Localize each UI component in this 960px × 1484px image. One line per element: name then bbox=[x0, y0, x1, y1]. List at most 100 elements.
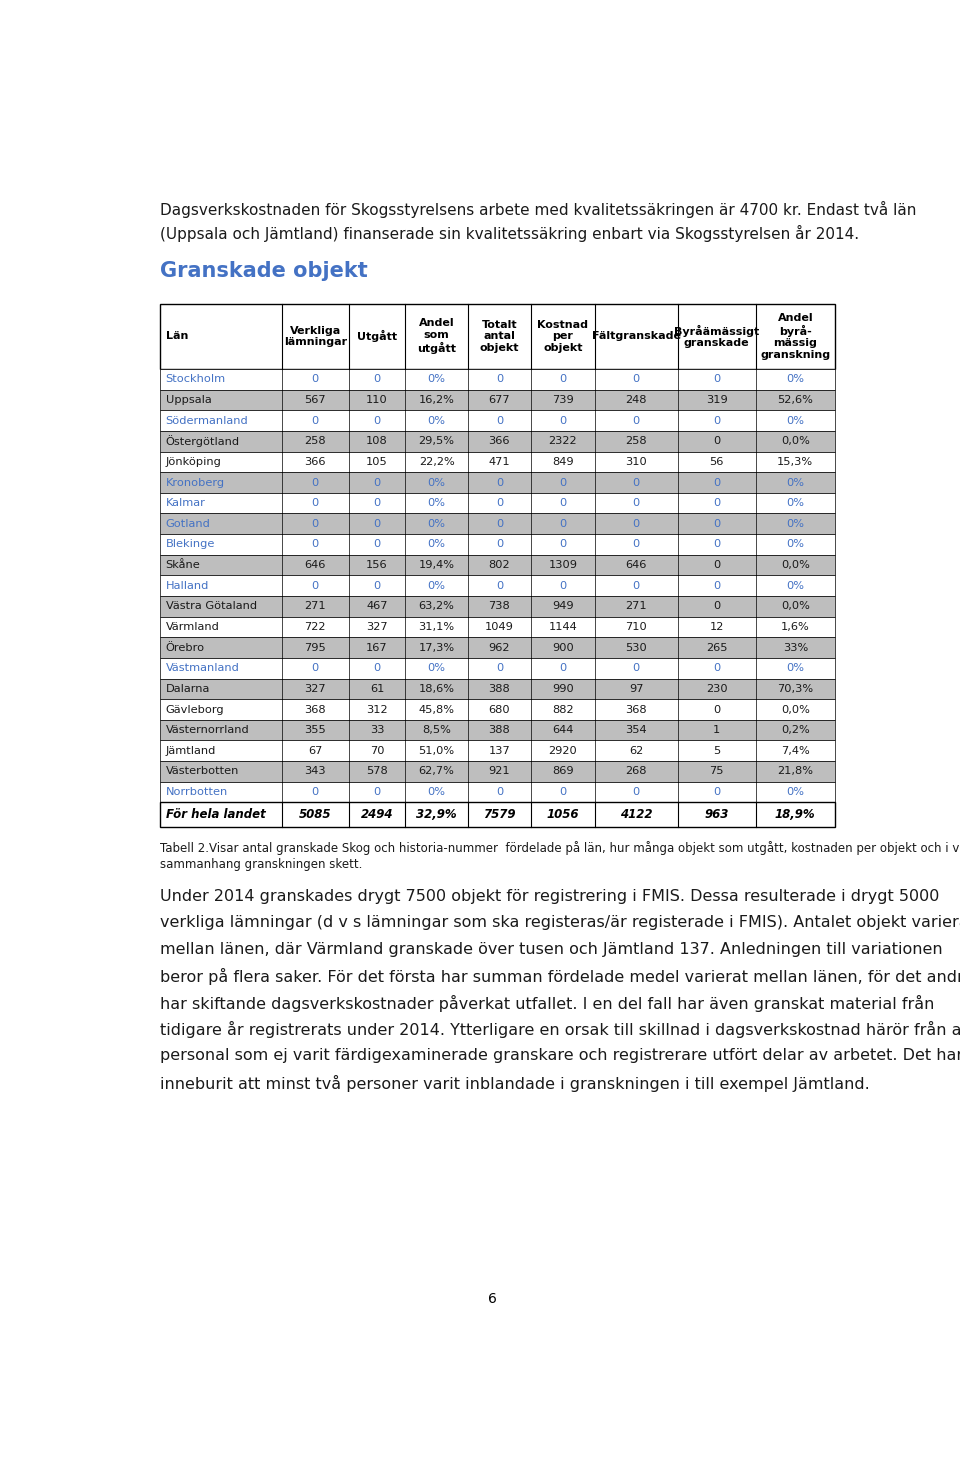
Text: 0,0%: 0,0% bbox=[780, 705, 809, 714]
Text: 61: 61 bbox=[370, 684, 384, 695]
Text: Kalmar: Kalmar bbox=[166, 499, 205, 508]
Bar bbox=[160, 370, 834, 390]
Text: Blekinge: Blekinge bbox=[166, 540, 215, 549]
Text: 1309: 1309 bbox=[548, 559, 578, 570]
Text: Gotland: Gotland bbox=[166, 519, 210, 528]
Bar bbox=[160, 782, 834, 803]
Text: 5: 5 bbox=[713, 746, 720, 755]
Text: 0: 0 bbox=[312, 478, 319, 488]
Text: 51,0%: 51,0% bbox=[419, 746, 455, 755]
Text: 0: 0 bbox=[312, 374, 319, 384]
Text: 0,0%: 0,0% bbox=[780, 436, 809, 447]
Text: 0: 0 bbox=[633, 478, 640, 488]
Text: 0: 0 bbox=[713, 416, 720, 426]
Text: 22,2%: 22,2% bbox=[419, 457, 454, 467]
Bar bbox=[160, 451, 834, 472]
Text: Kronoberg: Kronoberg bbox=[166, 478, 225, 488]
Text: 0: 0 bbox=[633, 499, 640, 508]
Text: 0: 0 bbox=[560, 787, 566, 797]
Text: 0: 0 bbox=[312, 540, 319, 549]
Text: 680: 680 bbox=[489, 705, 510, 714]
Text: 33: 33 bbox=[370, 726, 384, 735]
Text: 0: 0 bbox=[713, 787, 720, 797]
Text: 0%: 0% bbox=[786, 416, 804, 426]
Text: 0%: 0% bbox=[786, 580, 804, 591]
Text: 0: 0 bbox=[312, 580, 319, 591]
Text: 343: 343 bbox=[304, 766, 326, 776]
Text: 29,5%: 29,5% bbox=[419, 436, 455, 447]
Text: 0%: 0% bbox=[427, 374, 445, 384]
Text: 0: 0 bbox=[713, 374, 720, 384]
Text: 156: 156 bbox=[366, 559, 388, 570]
Bar bbox=[160, 576, 834, 597]
Bar bbox=[160, 617, 834, 637]
Text: 0: 0 bbox=[312, 499, 319, 508]
Text: 167: 167 bbox=[366, 643, 388, 653]
Text: 0: 0 bbox=[495, 519, 503, 528]
Text: 0: 0 bbox=[560, 416, 566, 426]
Text: 354: 354 bbox=[626, 726, 647, 735]
Text: 869: 869 bbox=[552, 766, 574, 776]
Text: 0: 0 bbox=[713, 559, 720, 570]
Text: 0: 0 bbox=[713, 519, 720, 528]
Text: 0: 0 bbox=[373, 540, 380, 549]
Text: 882: 882 bbox=[552, 705, 574, 714]
Text: 0: 0 bbox=[560, 374, 566, 384]
Text: 0: 0 bbox=[713, 663, 720, 674]
Bar bbox=[160, 513, 834, 534]
Text: 0: 0 bbox=[495, 540, 503, 549]
Bar bbox=[160, 493, 834, 513]
Bar bbox=[160, 803, 834, 827]
Text: 849: 849 bbox=[552, 457, 574, 467]
Text: 0: 0 bbox=[713, 601, 720, 611]
Text: 0%: 0% bbox=[427, 540, 445, 549]
Text: beror på flera saker. För det första har summan fördelade medel varierat mellan : beror på flera saker. För det första har… bbox=[160, 969, 960, 985]
Text: 1144: 1144 bbox=[548, 622, 577, 632]
Text: 0%: 0% bbox=[427, 519, 445, 528]
Text: Jämtland: Jämtland bbox=[166, 746, 216, 755]
Text: 1056: 1056 bbox=[546, 809, 579, 821]
Text: Halland: Halland bbox=[166, 580, 209, 591]
Bar bbox=[160, 761, 834, 782]
Text: Örebro: Örebro bbox=[166, 643, 204, 653]
Text: 0: 0 bbox=[560, 519, 566, 528]
Text: 271: 271 bbox=[626, 601, 647, 611]
Bar bbox=[160, 430, 834, 451]
Text: 0: 0 bbox=[312, 416, 319, 426]
Text: 0: 0 bbox=[373, 580, 380, 591]
Text: 0%: 0% bbox=[786, 787, 804, 797]
Text: 677: 677 bbox=[489, 395, 510, 405]
Text: Andel
som
utgått: Andel som utgått bbox=[417, 319, 456, 355]
Text: 949: 949 bbox=[552, 601, 574, 611]
Text: 15,3%: 15,3% bbox=[778, 457, 813, 467]
Text: Stockholm: Stockholm bbox=[166, 374, 226, 384]
Text: Västerbotten: Västerbotten bbox=[166, 766, 239, 776]
Bar bbox=[160, 741, 834, 761]
Text: 18,9%: 18,9% bbox=[775, 809, 816, 821]
Text: 1,6%: 1,6% bbox=[780, 622, 809, 632]
Text: 0: 0 bbox=[633, 580, 640, 591]
Text: Skåne: Skåne bbox=[166, 559, 201, 570]
Text: 739: 739 bbox=[552, 395, 574, 405]
Text: 0: 0 bbox=[373, 519, 380, 528]
Text: 471: 471 bbox=[489, 457, 510, 467]
Text: 67: 67 bbox=[308, 746, 323, 755]
Text: 2322: 2322 bbox=[549, 436, 577, 447]
Text: 0%: 0% bbox=[786, 499, 804, 508]
Text: 2494: 2494 bbox=[361, 809, 394, 821]
Text: 738: 738 bbox=[489, 601, 511, 611]
Text: 644: 644 bbox=[552, 726, 574, 735]
Text: 0%: 0% bbox=[427, 499, 445, 508]
Text: 0%: 0% bbox=[786, 663, 804, 674]
Text: verkliga lämningar (d v s lämningar som ska registeras/är registerade i FMIS). A: verkliga lämningar (d v s lämningar som … bbox=[160, 916, 960, 930]
Text: Totalt
antal
objekt: Totalt antal objekt bbox=[480, 319, 519, 353]
Text: 18,6%: 18,6% bbox=[419, 684, 455, 695]
Bar bbox=[160, 597, 834, 617]
Bar bbox=[160, 720, 834, 741]
Text: 52,6%: 52,6% bbox=[778, 395, 813, 405]
Text: 567: 567 bbox=[304, 395, 326, 405]
Text: 230: 230 bbox=[706, 684, 728, 695]
Text: 110: 110 bbox=[366, 395, 388, 405]
Text: 312: 312 bbox=[366, 705, 388, 714]
Text: 327: 327 bbox=[366, 622, 388, 632]
